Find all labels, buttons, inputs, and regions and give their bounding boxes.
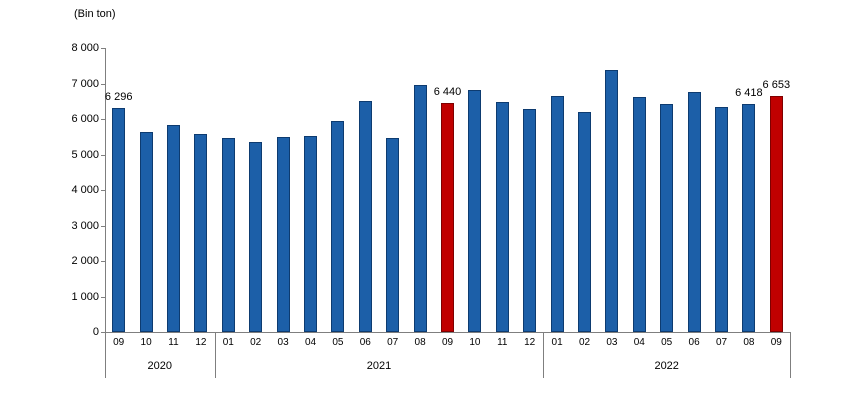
y-axis-tick-mark — [101, 332, 105, 333]
bar-2020-12 — [194, 133, 208, 332]
bar-2021-12 — [523, 108, 537, 332]
y-axis-tick-label: 5 000 — [71, 148, 99, 161]
y-axis-tick-label: 7 000 — [71, 77, 99, 90]
x-tick-label-2020-10: 10 — [140, 337, 152, 348]
y-axis-tick-mark — [101, 297, 105, 298]
bar-2022-08 — [742, 104, 756, 332]
bar-2021-10 — [468, 89, 482, 332]
bar-2021-09 — [441, 103, 454, 332]
x-tick-label-2021-08: 08 — [414, 337, 426, 348]
bar-value-label-2022-08: 6 418 — [735, 87, 763, 100]
x-tick-label-2021-02: 02 — [250, 337, 262, 348]
bar-2021-02 — [249, 141, 263, 332]
year-group-label-2022: 2022 — [654, 360, 679, 372]
x-tick-label-2022-03: 03 — [606, 337, 618, 348]
bar-2022-06 — [687, 92, 701, 332]
x-tick-label-2021-10: 10 — [469, 337, 481, 348]
y-axis-tick-mark — [101, 48, 105, 49]
bar-2022-03 — [605, 70, 619, 332]
y-axis-tick-mark — [101, 261, 105, 262]
y-axis-tick-mark — [101, 155, 105, 156]
x-tick-label-2021-11: 11 — [497, 337, 508, 348]
y-axis-tick-label: 1 000 — [71, 290, 99, 303]
bar-2022-01 — [550, 95, 564, 332]
x-tick-label-2021-07: 07 — [387, 337, 399, 348]
bar-2021-07 — [386, 137, 400, 332]
bar-value-label-2020-09: 6 296 — [104, 91, 133, 104]
x-tick-label-2022-08: 08 — [743, 337, 755, 348]
bar-2022-04 — [632, 97, 646, 332]
x-tick-label-2022-01: 01 — [551, 337, 563, 348]
y-axis-tick-label: 2 000 — [71, 255, 99, 267]
x-tick-label-2021-01: 01 — [222, 337, 234, 348]
x-tick-label-2021-06: 06 — [359, 337, 371, 348]
bar-2021-05 — [331, 120, 345, 332]
x-tick-label-2021-03: 03 — [277, 337, 289, 348]
bar-2021-06 — [358, 100, 372, 332]
bar-2020-10 — [139, 131, 153, 332]
year-group-label-2021: 2021 — [366, 360, 392, 372]
x-tick-label-2022-09: 09 — [770, 337, 782, 348]
x-tick-label-2021-05: 05 — [332, 337, 344, 348]
x-tick-label-2021-04: 04 — [304, 337, 317, 348]
y-axis-tick-mark — [101, 226, 105, 227]
x-tick-label-2020-09: 09 — [113, 337, 125, 348]
x-tick-label-2022-06: 06 — [688, 337, 700, 348]
y-axis-tick-mark — [101, 190, 105, 191]
y-axis-tick-label: 8 000 — [71, 42, 99, 54]
bar-2021-01 — [221, 137, 235, 332]
year-divider-line — [215, 332, 216, 378]
x-tick-label-2022-05: 05 — [661, 337, 673, 348]
bar-2021-04 — [304, 135, 317, 332]
bar-value-label-2021-09: 6 440 — [433, 86, 462, 99]
bar-2022-09 — [769, 95, 783, 332]
bar-2022-02 — [578, 111, 591, 332]
bar-2022-07 — [715, 106, 728, 332]
year-group-label-2020: 2020 — [147, 360, 173, 372]
bar-2021-03 — [276, 136, 290, 332]
x-tick-label-2021-09: 09 — [441, 337, 454, 348]
bar-2020-11 — [167, 124, 180, 332]
y-axis-tick-label: 3 000 — [71, 219, 99, 232]
x-tick-label-2022-04: 04 — [633, 337, 645, 348]
year-divider-line — [790, 332, 791, 378]
x-tick-label-2022-07: 07 — [715, 337, 728, 348]
y-axis-tick-label: 0 — [92, 326, 99, 338]
y-axis-tick-mark — [101, 84, 105, 85]
y-axis-tick-label: 4 000 — [71, 184, 99, 196]
bar-2021-11 — [495, 101, 509, 332]
x-tick-label-2022-02: 02 — [578, 337, 591, 348]
y-axis-unit-label: (Bin ton) — [74, 8, 116, 20]
bar-value-label-2022-09: 6 653 — [762, 78, 791, 91]
year-divider-line — [105, 332, 106, 378]
x-tick-label-2020-11: 11 — [168, 337, 179, 348]
x-tick-label-2020-12: 12 — [195, 337, 207, 348]
bar-2021-08 — [413, 85, 427, 332]
bar-2020-09 — [112, 108, 126, 332]
bar-2022-05 — [660, 104, 674, 332]
year-divider-line — [543, 332, 544, 378]
y-axis-tick-label: 6 000 — [71, 113, 99, 125]
x-tick-label-2021-12: 12 — [524, 337, 536, 348]
y-axis-tick-mark — [101, 119, 105, 120]
plot-area — [105, 48, 791, 333]
